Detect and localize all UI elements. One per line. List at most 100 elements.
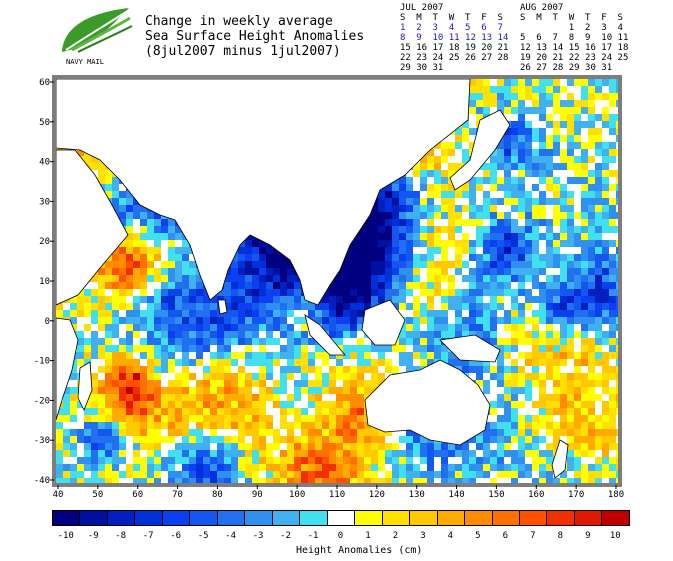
calendar-week: 1 2 3 4 bbox=[520, 23, 623, 33]
calendar-week: 29 30 31 bbox=[400, 63, 444, 73]
colorbar-title: Height Anomalies (cm) bbox=[296, 545, 423, 556]
land-new-zealand bbox=[551, 439, 569, 479]
colorbar-swatch bbox=[518, 510, 548, 526]
colorbar-swatch bbox=[299, 510, 328, 526]
colorbar-tick-label: -3 bbox=[252, 531, 264, 541]
colorbar-tick-label: -1 bbox=[307, 531, 319, 541]
land-sri-lanka bbox=[217, 299, 228, 315]
y-tick-label: -40 bbox=[34, 476, 50, 486]
logo-text: NAVY MAIL bbox=[66, 58, 104, 66]
x-tick-label: 160 bbox=[528, 490, 544, 500]
colorbar-swatch bbox=[573, 510, 603, 526]
colorbar-swatch bbox=[134, 510, 163, 526]
x-tick-label: 180 bbox=[608, 490, 624, 500]
colorbar-swatch bbox=[189, 510, 218, 526]
y-tick-label: -20 bbox=[34, 396, 50, 406]
colorbar-tick-label: 7 bbox=[530, 531, 536, 541]
colorbar-tick-label: 10 bbox=[609, 531, 621, 541]
colorbar-swatch bbox=[381, 510, 411, 526]
y-tick-label: 50 bbox=[39, 118, 50, 128]
colorbar-tick-label: -7 bbox=[142, 531, 154, 541]
y-axis-ticks: 60 50 40 30 20 10 0 -10 -20 -30 -40 bbox=[34, 78, 54, 486]
colorbar-swatch bbox=[546, 510, 575, 526]
land-asia bbox=[56, 79, 471, 306]
x-tick-label: 70 bbox=[172, 490, 183, 500]
land-africa bbox=[56, 317, 79, 421]
colorbar-tick-label: -5 bbox=[197, 531, 209, 541]
colorbar-swatch bbox=[491, 510, 520, 526]
land-new-guinea bbox=[439, 334, 501, 363]
colorbar-tick-label: 1 bbox=[365, 531, 371, 541]
land-australia bbox=[364, 359, 491, 446]
title-line-1: Change in weekly average bbox=[145, 14, 333, 29]
x-tick-label: 130 bbox=[409, 490, 425, 500]
colorbar-swatch bbox=[409, 510, 438, 526]
y-tick-label: -10 bbox=[34, 357, 50, 367]
calendar-week: 22 23 24 25 26 27 28 bbox=[400, 53, 509, 63]
y-tick-label: 30 bbox=[39, 197, 50, 207]
calendar-week: 5 6 7 8 9 10 11 bbox=[520, 33, 629, 43]
colorbar-tick-label: 8 bbox=[557, 531, 563, 541]
colorbar-swatch bbox=[161, 510, 191, 526]
calendar-week: 12 13 14 15 16 17 18 bbox=[520, 43, 629, 53]
y-tick-label: 60 bbox=[39, 78, 50, 88]
map-title: Change in weekly average Sea Surface Hei… bbox=[145, 14, 364, 59]
x-tick-label: 170 bbox=[568, 490, 584, 500]
colorbar-tick-label: 5 bbox=[475, 531, 481, 541]
x-tick-label: 40 bbox=[53, 490, 64, 500]
x-tick-label: 60 bbox=[132, 490, 143, 500]
x-tick-label: 80 bbox=[212, 490, 223, 500]
colorbar-tick-label: 9 bbox=[585, 531, 591, 541]
colorbar-swatch bbox=[354, 510, 383, 526]
x-tick-label: 50 bbox=[92, 490, 103, 500]
colorbar bbox=[52, 510, 630, 526]
calendar-week: 15 16 17 18 19 20 21 bbox=[400, 43, 509, 53]
colorbar-swatch bbox=[326, 510, 356, 526]
x-tick-label: 90 bbox=[252, 490, 263, 500]
leaf-logo-icon: NAVY MAIL bbox=[62, 8, 133, 66]
x-tick-label: 110 bbox=[329, 490, 345, 500]
y-tick-label: 10 bbox=[39, 277, 50, 287]
calendar-week: 1 2 3 4 5 6 7 bbox=[400, 23, 503, 33]
colorbar-tick-label: 2 bbox=[392, 531, 399, 541]
y-tick-label: 0 bbox=[45, 317, 50, 327]
colorbar-tick-label: -4 bbox=[225, 531, 237, 541]
land-sumatra bbox=[304, 314, 346, 356]
land-madagascar bbox=[77, 361, 93, 411]
title-line-3: (8jul2007 minus 1jul2007) bbox=[145, 44, 341, 59]
colorbar-tick-label: 6 bbox=[502, 531, 509, 541]
x-tick-label: 140 bbox=[448, 490, 464, 500]
colorbar-swatch bbox=[601, 510, 630, 526]
x-tick-label: 120 bbox=[369, 490, 385, 500]
calendar-week: 19 20 21 22 23 24 25 bbox=[520, 53, 629, 63]
colorbar-swatch bbox=[271, 510, 301, 526]
navy-logo: NAVY MAIL bbox=[54, 4, 134, 74]
calendar-month: AUG 2007 bbox=[520, 3, 564, 13]
colorbar-swatch bbox=[464, 510, 493, 526]
y-tick-label: 20 bbox=[39, 237, 50, 247]
colorbar-swatch bbox=[244, 510, 273, 526]
colorbar-tick-label: 3 bbox=[420, 531, 426, 541]
calendar-week: 8 9 10 11 12 13 14 bbox=[400, 33, 509, 43]
calendar-august: AUG 2007 S M T W T F S 1 2 3 4 5 6 7 8 9… bbox=[520, 3, 628, 73]
x-tick-label: 150 bbox=[488, 490, 504, 500]
y-tick-label: -30 bbox=[34, 436, 50, 446]
land-japan bbox=[449, 109, 511, 191]
calendar-july: JUL 2007 S M T W T F S 1 2 3 4 5 6 7 8 9… bbox=[400, 3, 508, 73]
calendar-header: S M T W T F S bbox=[520, 13, 623, 23]
colorbar-tick-label: -8 bbox=[115, 531, 127, 541]
colorbar-swatch bbox=[52, 510, 81, 526]
colorbar-tick-label: -10 bbox=[57, 531, 74, 541]
y-tick-label: 40 bbox=[39, 158, 50, 168]
colorbar-tick-label: 0 bbox=[337, 531, 344, 541]
colorbar-swatch bbox=[216, 510, 246, 526]
colorbar-tick-label: 4 bbox=[447, 531, 454, 541]
land-borneo bbox=[361, 299, 406, 346]
colorbar-swatch bbox=[436, 510, 466, 526]
colorbar-swatch bbox=[106, 510, 136, 526]
x-axis-ticks: 40 50 60 70 80 90 100 110 120 130 140 150 160 170 180 bbox=[53, 485, 624, 500]
land-arabia bbox=[56, 149, 129, 306]
colorbar-swatch bbox=[79, 510, 108, 526]
calendar-week: 26 27 28 29 30 31 bbox=[520, 63, 613, 73]
x-tick-label: 100 bbox=[289, 490, 305, 500]
